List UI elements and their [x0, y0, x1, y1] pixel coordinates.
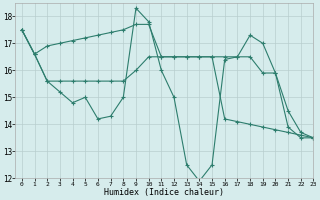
X-axis label: Humidex (Indice chaleur): Humidex (Indice chaleur): [105, 188, 225, 197]
